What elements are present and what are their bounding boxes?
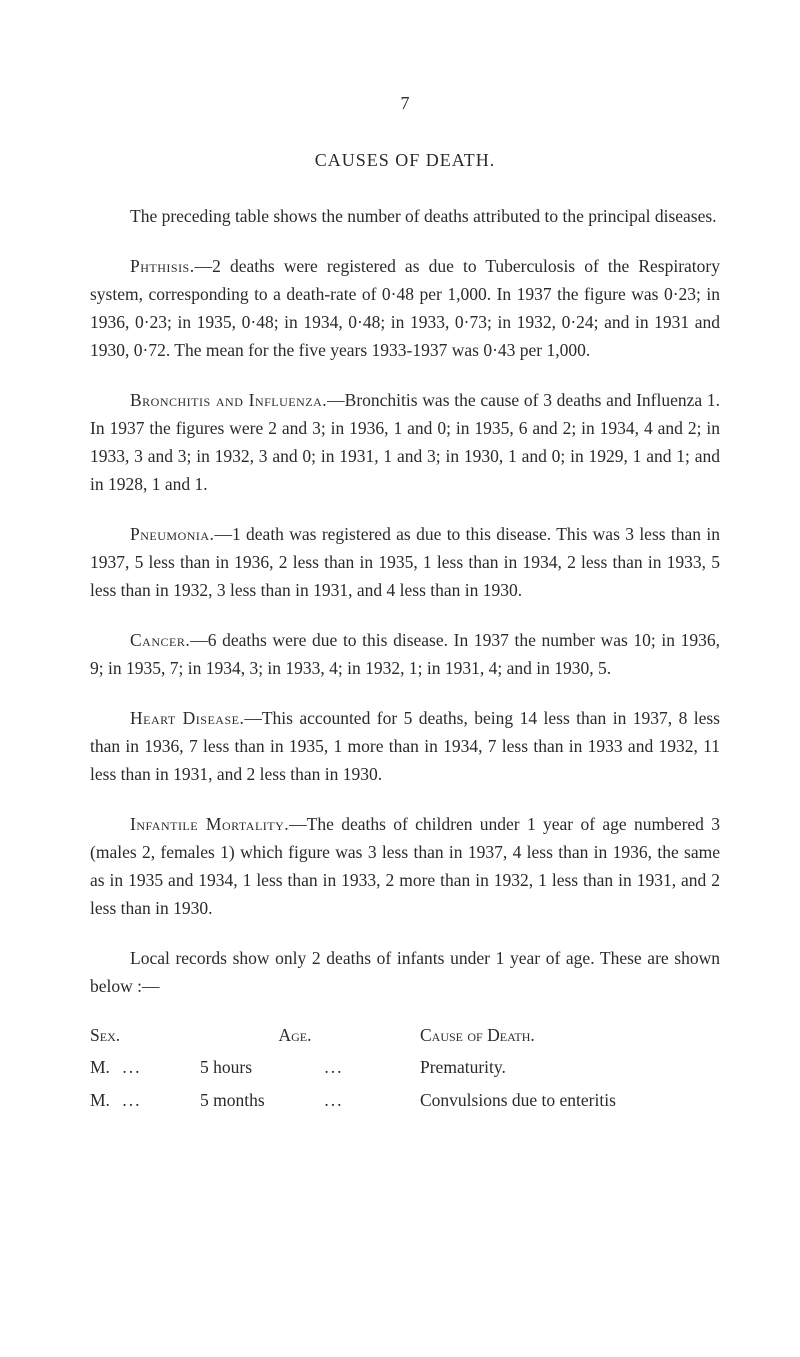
table-header-row: Sex. Age. Cause of Death. (90, 1022, 720, 1048)
header-cause: Cause of Death. (420, 1022, 720, 1048)
heart-paragraph: Heart Disease.—This accounted for 5 deat… (90, 704, 720, 788)
records-table: Sex. Age. Cause of Death. M. ... 5 hours… (90, 1022, 720, 1113)
bronchitis-label: Bronchitis and Influenza. (130, 390, 327, 410)
age-value: 5 hours (170, 1054, 320, 1080)
sex-value: M. (90, 1054, 118, 1080)
dots: ... (324, 1057, 343, 1077)
age-value: 5 months (170, 1087, 320, 1113)
bronchitis-paragraph: Bronchitis and Influenza.—Bronchitis was… (90, 386, 720, 498)
phthisis-label: Phthisis. (130, 256, 195, 276)
records-intro: Local records show only 2 deaths of infa… (90, 944, 720, 1000)
cancer-label: Cancer. (130, 630, 190, 650)
heart-label: Heart Disease. (130, 708, 244, 728)
table-row: M. ... 5 hours ... Prematurity. (90, 1054, 720, 1080)
dots: ... (122, 1090, 141, 1110)
intro-paragraph: The preceding table shows the number of … (90, 202, 720, 230)
dots: ... (122, 1057, 141, 1077)
table-row: M. ... 5 months ... Convulsions due to e… (90, 1087, 720, 1113)
dots: ... (324, 1090, 343, 1110)
cell-age: 5 hours ... (170, 1054, 420, 1080)
infantile-label: Infantile Mortality. (130, 814, 289, 834)
page-title: CAUSES OF DEATH. (90, 147, 720, 174)
document-page: 7 CAUSES OF DEATH. The preceding table s… (0, 0, 800, 1179)
pneumonia-label: Pneumonia. (130, 524, 214, 544)
page-number: 7 (90, 90, 720, 117)
cell-age: 5 months ... (170, 1087, 420, 1113)
phthisis-paragraph: Phthisis.—2 deaths were registered as du… (90, 252, 720, 364)
cell-sex: M. ... (90, 1054, 170, 1080)
header-sex: Sex. (90, 1022, 170, 1048)
sex-value: M. (90, 1087, 118, 1113)
pneumonia-paragraph: Pneumonia.—1 death was registered as due… (90, 520, 720, 604)
infantile-paragraph: Infantile Mortality.—The deaths of child… (90, 810, 720, 922)
cell-cause: Convulsions due to enteritis (420, 1087, 720, 1113)
header-age: Age. (170, 1022, 420, 1048)
cell-cause: Prematurity. (420, 1054, 720, 1080)
cancer-paragraph: Cancer.—6 deaths were due to this diseas… (90, 626, 720, 682)
cell-sex: M. ... (90, 1087, 170, 1113)
